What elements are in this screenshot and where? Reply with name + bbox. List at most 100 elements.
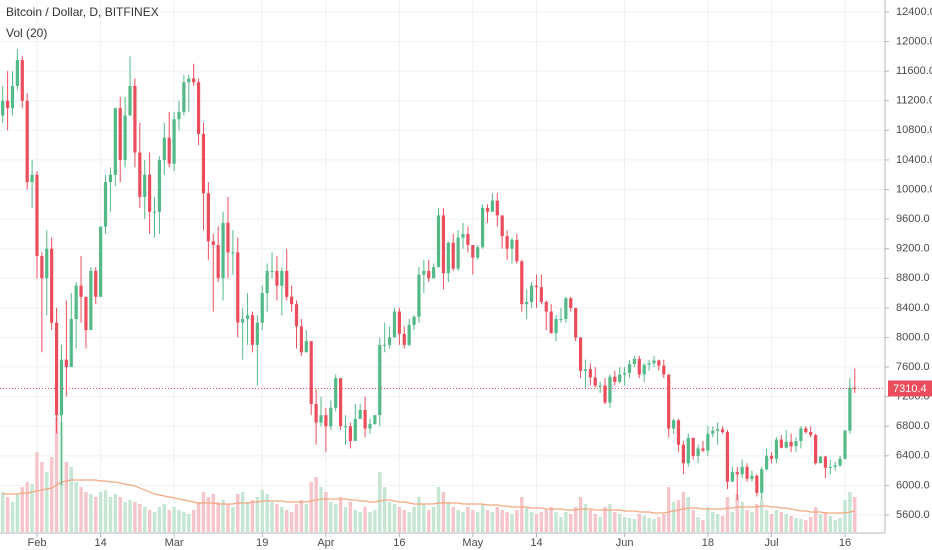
x-tick-label: 14: [95, 537, 107, 549]
volume-bar: [544, 510, 548, 532]
candle-body: [324, 415, 328, 427]
candle-body: [99, 226, 103, 297]
volume-bar: [627, 518, 632, 532]
candle-body: [206, 193, 210, 242]
volume-bar: [333, 504, 338, 532]
volume-bar: [98, 492, 103, 532]
volume-bar: [613, 512, 617, 532]
volume-bar: [314, 477, 318, 532]
volume-bar: [84, 492, 88, 532]
candle-body: [392, 311, 397, 338]
volume-bar: [818, 514, 823, 532]
candle-body: [613, 376, 617, 382]
candle-body: [701, 448, 705, 451]
candle-body: [583, 369, 588, 371]
x-tick-label: Apr: [317, 537, 334, 549]
volume-bar: [451, 507, 455, 532]
volume-bar: [231, 507, 235, 532]
volume-bar: [285, 510, 289, 532]
volume-bar: [343, 507, 348, 532]
candle-body: [334, 378, 338, 408]
volume-bar: [740, 502, 744, 532]
y-tick-label: 7600.0: [896, 361, 930, 373]
candle-body: [799, 428, 803, 442]
candle-body: [515, 239, 519, 262]
candle-body: [309, 341, 313, 405]
volume-bar: [608, 504, 612, 532]
volume-bar: [813, 507, 818, 532]
volume-bar: [15, 494, 20, 532]
candle-body: [706, 433, 710, 451]
candle-body: [559, 318, 563, 320]
candle-body: [143, 174, 147, 197]
volume-bar: [637, 514, 642, 532]
candle-body: [769, 455, 774, 459]
volume-bar: [157, 507, 162, 532]
candle-body: [588, 369, 592, 378]
volume-bar: [191, 510, 196, 532]
candle-body: [809, 432, 813, 436]
volume-bar: [539, 512, 544, 532]
volume-bar: [666, 487, 671, 532]
candle-body: [784, 441, 788, 448]
volume-bar: [603, 507, 607, 532]
candle-body: [50, 248, 54, 323]
candle-body: [304, 341, 308, 353]
volume-bar: [764, 510, 769, 532]
volume-bar: [441, 492, 446, 532]
candle-body: [123, 115, 127, 160]
volume-bar: [534, 514, 539, 532]
volume-ma-line: [2, 479, 855, 514]
candle-body: [750, 475, 754, 479]
candle-body: [255, 322, 259, 345]
volume-bar: [779, 512, 784, 532]
candle-body: [94, 270, 98, 297]
volume-bar: [480, 504, 485, 532]
volume-bar: [187, 514, 191, 532]
volume-bar: [123, 502, 127, 532]
volume-bar: [45, 472, 49, 532]
candle-body: [59, 359, 64, 416]
y-tick-label: 11600.0: [896, 65, 932, 77]
candle-body: [84, 296, 88, 331]
candle-body: [133, 85, 137, 153]
y-tick-label: 12400.0: [896, 6, 932, 18]
x-tick-label: Feb: [27, 537, 46, 549]
candle-body: [529, 285, 534, 302]
candle-body: [539, 287, 543, 302]
volume-bar: [676, 500, 681, 532]
volume-bar: [794, 518, 798, 532]
volume-bar: [843, 500, 847, 532]
volume-bar: [167, 510, 171, 532]
candle-body: [40, 256, 44, 279]
volume-bar: [407, 512, 411, 532]
candle-body: [245, 315, 250, 319]
candle-body: [647, 363, 651, 365]
candle-body: [789, 441, 793, 447]
candle-body: [152, 211, 157, 213]
volume-bar: [329, 502, 333, 532]
volume-bar: [108, 497, 113, 532]
volume-bar: [471, 510, 475, 532]
candle-body: [495, 200, 499, 216]
candle-body: [642, 364, 646, 375]
x-tick-label: 14: [530, 537, 542, 549]
y-tick-label: 10000.0: [896, 183, 932, 195]
volume-bar: [265, 494, 269, 532]
candle-body: [69, 318, 73, 368]
volume-bar: [368, 512, 372, 532]
volume-bar: [524, 507, 529, 532]
volume-bar: [275, 504, 279, 532]
volume-bar: [730, 512, 735, 532]
volume-bar: [774, 510, 779, 532]
candle-body: [412, 316, 416, 325]
candle-body: [294, 304, 299, 327]
candle-body: [182, 82, 186, 112]
candle-body: [167, 137, 171, 164]
volume-bar: [769, 514, 774, 532]
candle-body: [574, 307, 578, 338]
volume-bar: [196, 502, 201, 532]
volume-bar: [578, 497, 583, 532]
volume-bar: [784, 514, 788, 532]
